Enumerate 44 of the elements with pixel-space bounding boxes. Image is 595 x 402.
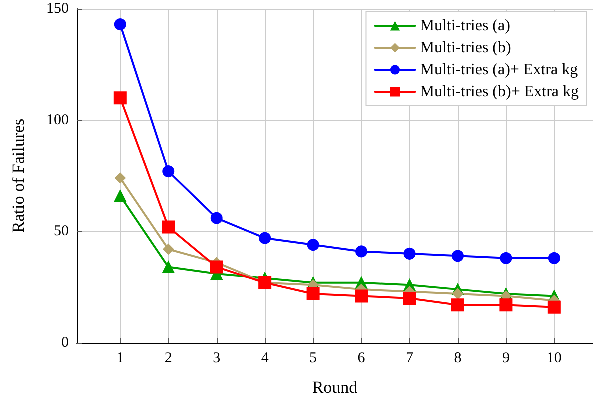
- point: [114, 172, 126, 184]
- x-tick-label: 10: [546, 350, 562, 366]
- x-tick-label: 3: [213, 350, 221, 366]
- point: [500, 252, 512, 264]
- point: [404, 248, 416, 260]
- x-tick-label: 1: [116, 350, 124, 366]
- x-tick-label: 9: [502, 350, 510, 366]
- x-axis-title: Round: [312, 378, 358, 397]
- legend-label: Multi-tries (a)+ Extra kg: [420, 62, 578, 78]
- x-tick-label: 8: [454, 350, 462, 366]
- point: [500, 298, 513, 312]
- point: [451, 298, 464, 312]
- y-tick-label: 100: [46, 112, 69, 128]
- point: [210, 212, 223, 224]
- y-tick-label: 150: [46, 1, 69, 17]
- point: [114, 92, 127, 105]
- point: [162, 220, 176, 234]
- point: [307, 239, 320, 252]
- point: [355, 290, 368, 303]
- point: [548, 300, 561, 314]
- point: [306, 288, 320, 301]
- point: [114, 18, 126, 31]
- point: [452, 288, 464, 300]
- point: [356, 246, 368, 258]
- legend-label: Multi-tries (b): [420, 40, 512, 56]
- x-tick-label: 2: [164, 350, 172, 366]
- point: [259, 232, 272, 244]
- legend-label: Multi-tries (a): [420, 18, 510, 34]
- y-tick-label: 0: [62, 335, 69, 351]
- x-tick-label: 6: [358, 350, 366, 366]
- x-tick-label: 7: [406, 350, 414, 366]
- point: [162, 261, 175, 274]
- legend-label: Multi-tries (b)+ Extra kg: [420, 84, 579, 100]
- point: [548, 252, 560, 264]
- y-tick-label: 50: [54, 224, 69, 240]
- y-axis-title: Ratio of Failures: [9, 118, 28, 234]
- point: [162, 166, 175, 178]
- point: [163, 244, 174, 255]
- point: [452, 250, 464, 262]
- point: [403, 292, 416, 305]
- x-tick-label: 5: [310, 350, 318, 366]
- point: [210, 260, 224, 274]
- x-tick-label: 4: [261, 350, 270, 366]
- point: [114, 190, 126, 202]
